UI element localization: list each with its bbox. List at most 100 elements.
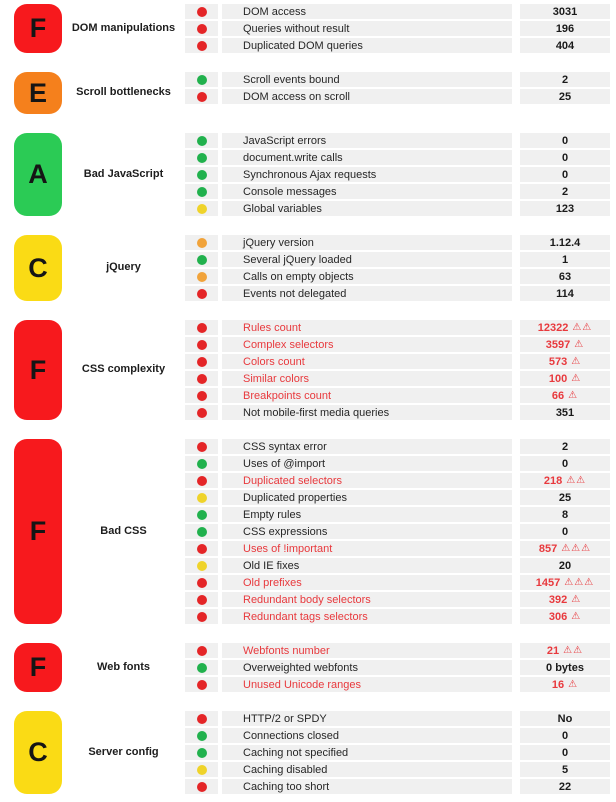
- metric-row[interactable]: CSS syntax error 2: [185, 439, 610, 454]
- metric-row[interactable]: Redundant body selectors 392 ⚠: [185, 592, 610, 607]
- metric-label: Rules count: [222, 320, 512, 335]
- metric-row[interactable]: JavaScript errors 0: [185, 133, 610, 148]
- metric-value-cell: 2: [520, 72, 610, 87]
- status-dot-icon: [196, 509, 207, 520]
- metric-row[interactable]: Breakpoints count 66 ⚠: [185, 388, 610, 403]
- metric-row[interactable]: Similar colors 100 ⚠: [185, 371, 610, 386]
- metric-row[interactable]: jQuery version 1.12.4: [185, 235, 610, 250]
- metric-row[interactable]: CSS expressions 0: [185, 524, 610, 539]
- grade-section: F DOM manipulations DOM access 3031 Quer…: [0, 4, 616, 53]
- metric-value: 12322: [537, 321, 569, 334]
- warning-triangle-icon: ⚠: [574, 339, 585, 350]
- metric-row[interactable]: Queries without result 196: [185, 21, 610, 36]
- metric-row[interactable]: Console messages 2: [185, 184, 610, 199]
- metric-value-cell: 100 ⚠: [520, 371, 610, 386]
- metric-value-cell: 196: [520, 21, 610, 36]
- status-dot-icon: [196, 475, 207, 486]
- metric-value-cell: 306 ⚠: [520, 609, 610, 624]
- metric-row[interactable]: Duplicated DOM queries 404: [185, 38, 610, 53]
- metric-row[interactable]: Complex selectors 3597 ⚠: [185, 337, 610, 352]
- metric-label: Caching not specified: [222, 745, 512, 760]
- metric-label: Uses of @import: [222, 456, 512, 471]
- metric-rows: JavaScript errors 0 document.write calls…: [185, 133, 610, 216]
- metric-label: Caching too short: [222, 779, 512, 794]
- metric-row[interactable]: Duplicated properties 25: [185, 490, 610, 505]
- metric-row[interactable]: Caching disabled 5: [185, 762, 610, 777]
- status-dot-cell: [185, 286, 218, 301]
- grade-section: E Scroll bottlenecks Scroll events bound…: [0, 72, 616, 114]
- status-dot-cell: [185, 507, 218, 522]
- metric-value-cell: 25: [520, 490, 610, 505]
- metric-value: 3031: [552, 5, 578, 18]
- status-dot-cell: [185, 72, 218, 87]
- status-dot-icon: [196, 169, 207, 180]
- metric-value: 404: [555, 39, 575, 52]
- metric-rows: Webfonts number 21 ⚠⚠ Overweighted webfo…: [185, 643, 610, 692]
- metric-row[interactable]: Synchronous Ajax requests 0: [185, 167, 610, 182]
- metric-row[interactable]: Redundant tags selectors 306 ⚠: [185, 609, 610, 624]
- metric-rows: CSS syntax error 2 Uses of @import 0 Dup…: [185, 439, 610, 624]
- metric-row[interactable]: Overweighted webfonts 0 bytes: [185, 660, 610, 675]
- metric-row[interactable]: Colors count 573 ⚠: [185, 354, 610, 369]
- grade-letter: F: [29, 516, 47, 546]
- grade-letter: E: [28, 77, 47, 108]
- metric-label: Similar colors: [222, 371, 512, 386]
- grade-badge: A: [14, 133, 62, 216]
- status-dot-cell: [185, 337, 218, 352]
- status-dot-cell: [185, 643, 218, 658]
- metric-row[interactable]: Connections closed 0: [185, 728, 610, 743]
- grade-section: C jQuery jQuery version 1.12.4 Several j…: [0, 235, 616, 301]
- grade-badge-column: F: [14, 320, 62, 420]
- metric-row[interactable]: Rules count 12322 ⚠⚠: [185, 320, 610, 335]
- status-dot-cell: [185, 575, 218, 590]
- metric-value: 3597: [545, 338, 571, 351]
- warning-triangle-icon: ⚠: [568, 390, 579, 401]
- metric-row[interactable]: Events not delegated 114: [185, 286, 610, 301]
- metric-row[interactable]: Scroll events bound 2: [185, 72, 610, 87]
- metric-label: Calls on empty objects: [222, 269, 512, 284]
- metric-row[interactable]: Unused Unicode ranges 16 ⚠: [185, 677, 610, 692]
- metric-row[interactable]: DOM access on scroll 25: [185, 89, 610, 104]
- category-label: Scroll bottlenecks: [76, 86, 171, 99]
- status-dot-cell: [185, 38, 218, 53]
- metric-row[interactable]: Not mobile-first media queries 351: [185, 405, 610, 420]
- metric-value-cell: 0 bytes: [520, 660, 610, 675]
- metric-label: DOM access: [222, 4, 512, 19]
- metric-row[interactable]: Old IE fixes 20: [185, 558, 610, 573]
- metric-value: 306: [548, 610, 568, 623]
- metric-row[interactable]: Calls on empty objects 63: [185, 269, 610, 284]
- metric-row[interactable]: Duplicated selectors 218 ⚠⚠: [185, 473, 610, 488]
- metric-value-cell: 0: [520, 728, 610, 743]
- metric-row[interactable]: Caching not specified 0: [185, 745, 610, 760]
- metric-label: Duplicated selectors: [222, 473, 512, 488]
- metric-row[interactable]: Several jQuery loaded 1: [185, 252, 610, 267]
- metric-value: 196: [555, 22, 575, 35]
- metric-row[interactable]: Caching too short 22: [185, 779, 610, 794]
- metric-value-cell: 8: [520, 507, 610, 522]
- status-dot-cell: [185, 490, 218, 505]
- metric-value: 0: [561, 457, 569, 470]
- metric-row[interactable]: DOM access 3031: [185, 4, 610, 19]
- grade-badge-column: F: [14, 643, 62, 692]
- metric-label: Uses of !important: [222, 541, 512, 556]
- metric-row[interactable]: Uses of !important 857 ⚠⚠⚠: [185, 541, 610, 556]
- status-dot-icon: [196, 441, 207, 452]
- metric-row[interactable]: Global variables 123: [185, 201, 610, 216]
- status-dot-cell: [185, 456, 218, 471]
- metric-row[interactable]: HTTP/2 or SPDY No: [185, 711, 610, 726]
- metric-row[interactable]: Old prefixes 1457 ⚠⚠⚠: [185, 575, 610, 590]
- status-dot-icon: [196, 203, 207, 214]
- metric-label: Colors count: [222, 354, 512, 369]
- metric-value: 22: [558, 780, 572, 793]
- metric-row[interactable]: document.write calls 0: [185, 150, 610, 165]
- metric-row[interactable]: Webfonts number 21 ⚠⚠: [185, 643, 610, 658]
- status-dot-icon: [196, 577, 207, 588]
- category-column: jQuery: [62, 235, 185, 301]
- metric-row[interactable]: Empty rules 8: [185, 507, 610, 522]
- metric-value-cell: 114: [520, 286, 610, 301]
- metric-row[interactable]: Uses of @import 0: [185, 456, 610, 471]
- status-dot-icon: [196, 356, 207, 367]
- status-dot-icon: [196, 339, 207, 350]
- status-dot-cell: [185, 201, 218, 216]
- metric-value-cell: 0: [520, 456, 610, 471]
